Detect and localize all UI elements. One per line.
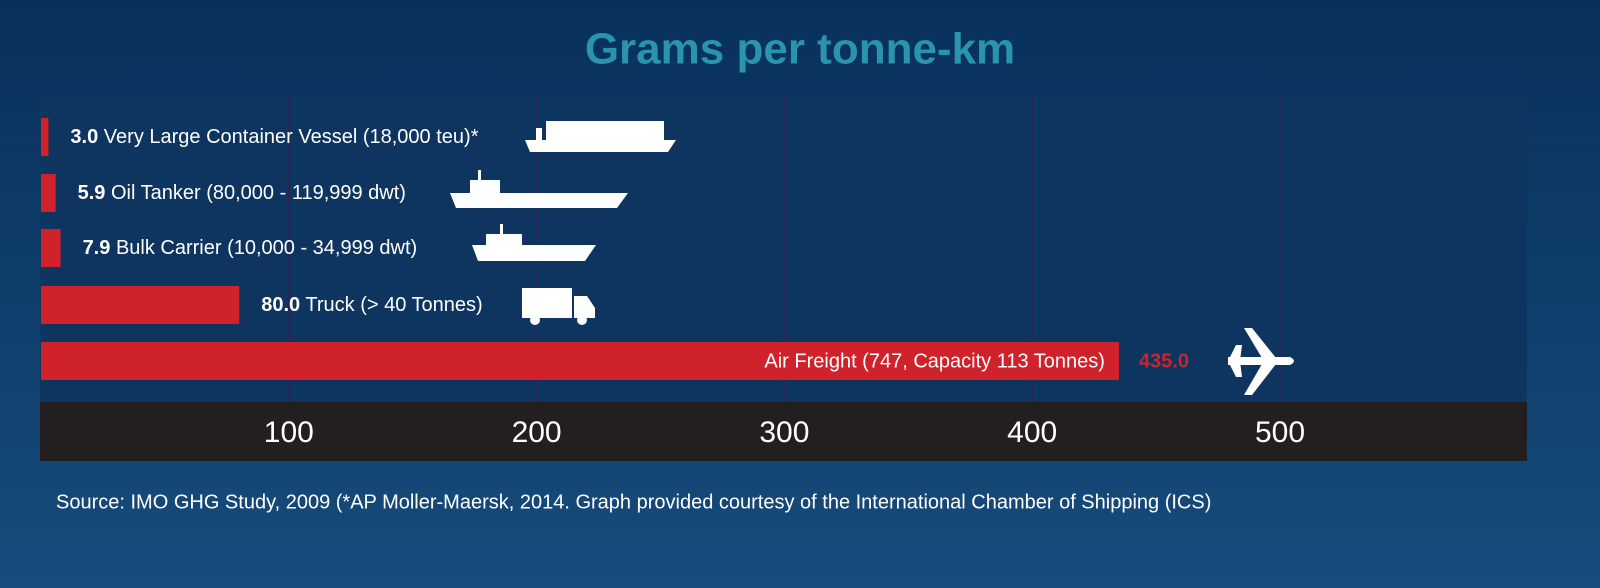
value-label: 435.0	[1139, 350, 1189, 372]
tanker-icon	[450, 170, 628, 208]
x-tick-label: 300	[759, 416, 809, 449]
bar-label: 3.0 Very Large Container Vessel (18,000 …	[70, 126, 478, 148]
axis-band	[40, 402, 1527, 461]
category-label: Truck (> 40 Tonnes)	[305, 294, 482, 316]
bars	[41, 118, 1119, 380]
bulk-carrier-icon	[472, 224, 596, 261]
bar	[41, 174, 56, 212]
bar	[41, 342, 1119, 380]
category-label: Bulk Carrier (10,000 - 34,999 dwt)	[116, 237, 417, 259]
x-tick-label: 200	[512, 416, 562, 449]
container-ship-icon	[525, 121, 676, 152]
bar-label: 80.0 Truck (> 40 Tonnes)	[261, 294, 482, 316]
x-tick-label: 500	[1255, 416, 1305, 449]
bar	[41, 229, 61, 267]
x-tick-label: 400	[1007, 416, 1057, 449]
bar	[41, 286, 240, 324]
value-label: 5.9	[78, 182, 106, 204]
value-label: 80.0	[261, 294, 300, 316]
value-label: 3.0	[70, 126, 98, 148]
category-label: Oil Tanker (80,000 - 119,999 dwt)	[111, 182, 406, 204]
chart-title: Grams per tonne-km	[585, 25, 1015, 74]
icons	[450, 121, 1294, 395]
source-note: Source: IMO GHG Study, 2009 (*AP Moller-…	[56, 491, 1211, 513]
x-tick-label: 100	[264, 416, 314, 449]
category-label: Air Freight (747, Capacity 113 Tonnes)	[764, 350, 1105, 372]
bar	[41, 118, 49, 156]
value-label: 7.9	[83, 237, 111, 259]
bar-label: 5.9 Oil Tanker (80,000 - 119,999 dwt)	[78, 182, 406, 204]
category-label: Very Large Container Vessel (18,000 teu)…	[104, 126, 479, 148]
bar-label: 7.9 Bulk Carrier (10,000 - 34,999 dwt)	[83, 237, 418, 259]
airplane-icon	[1228, 328, 1294, 395]
truck-icon	[522, 288, 595, 325]
